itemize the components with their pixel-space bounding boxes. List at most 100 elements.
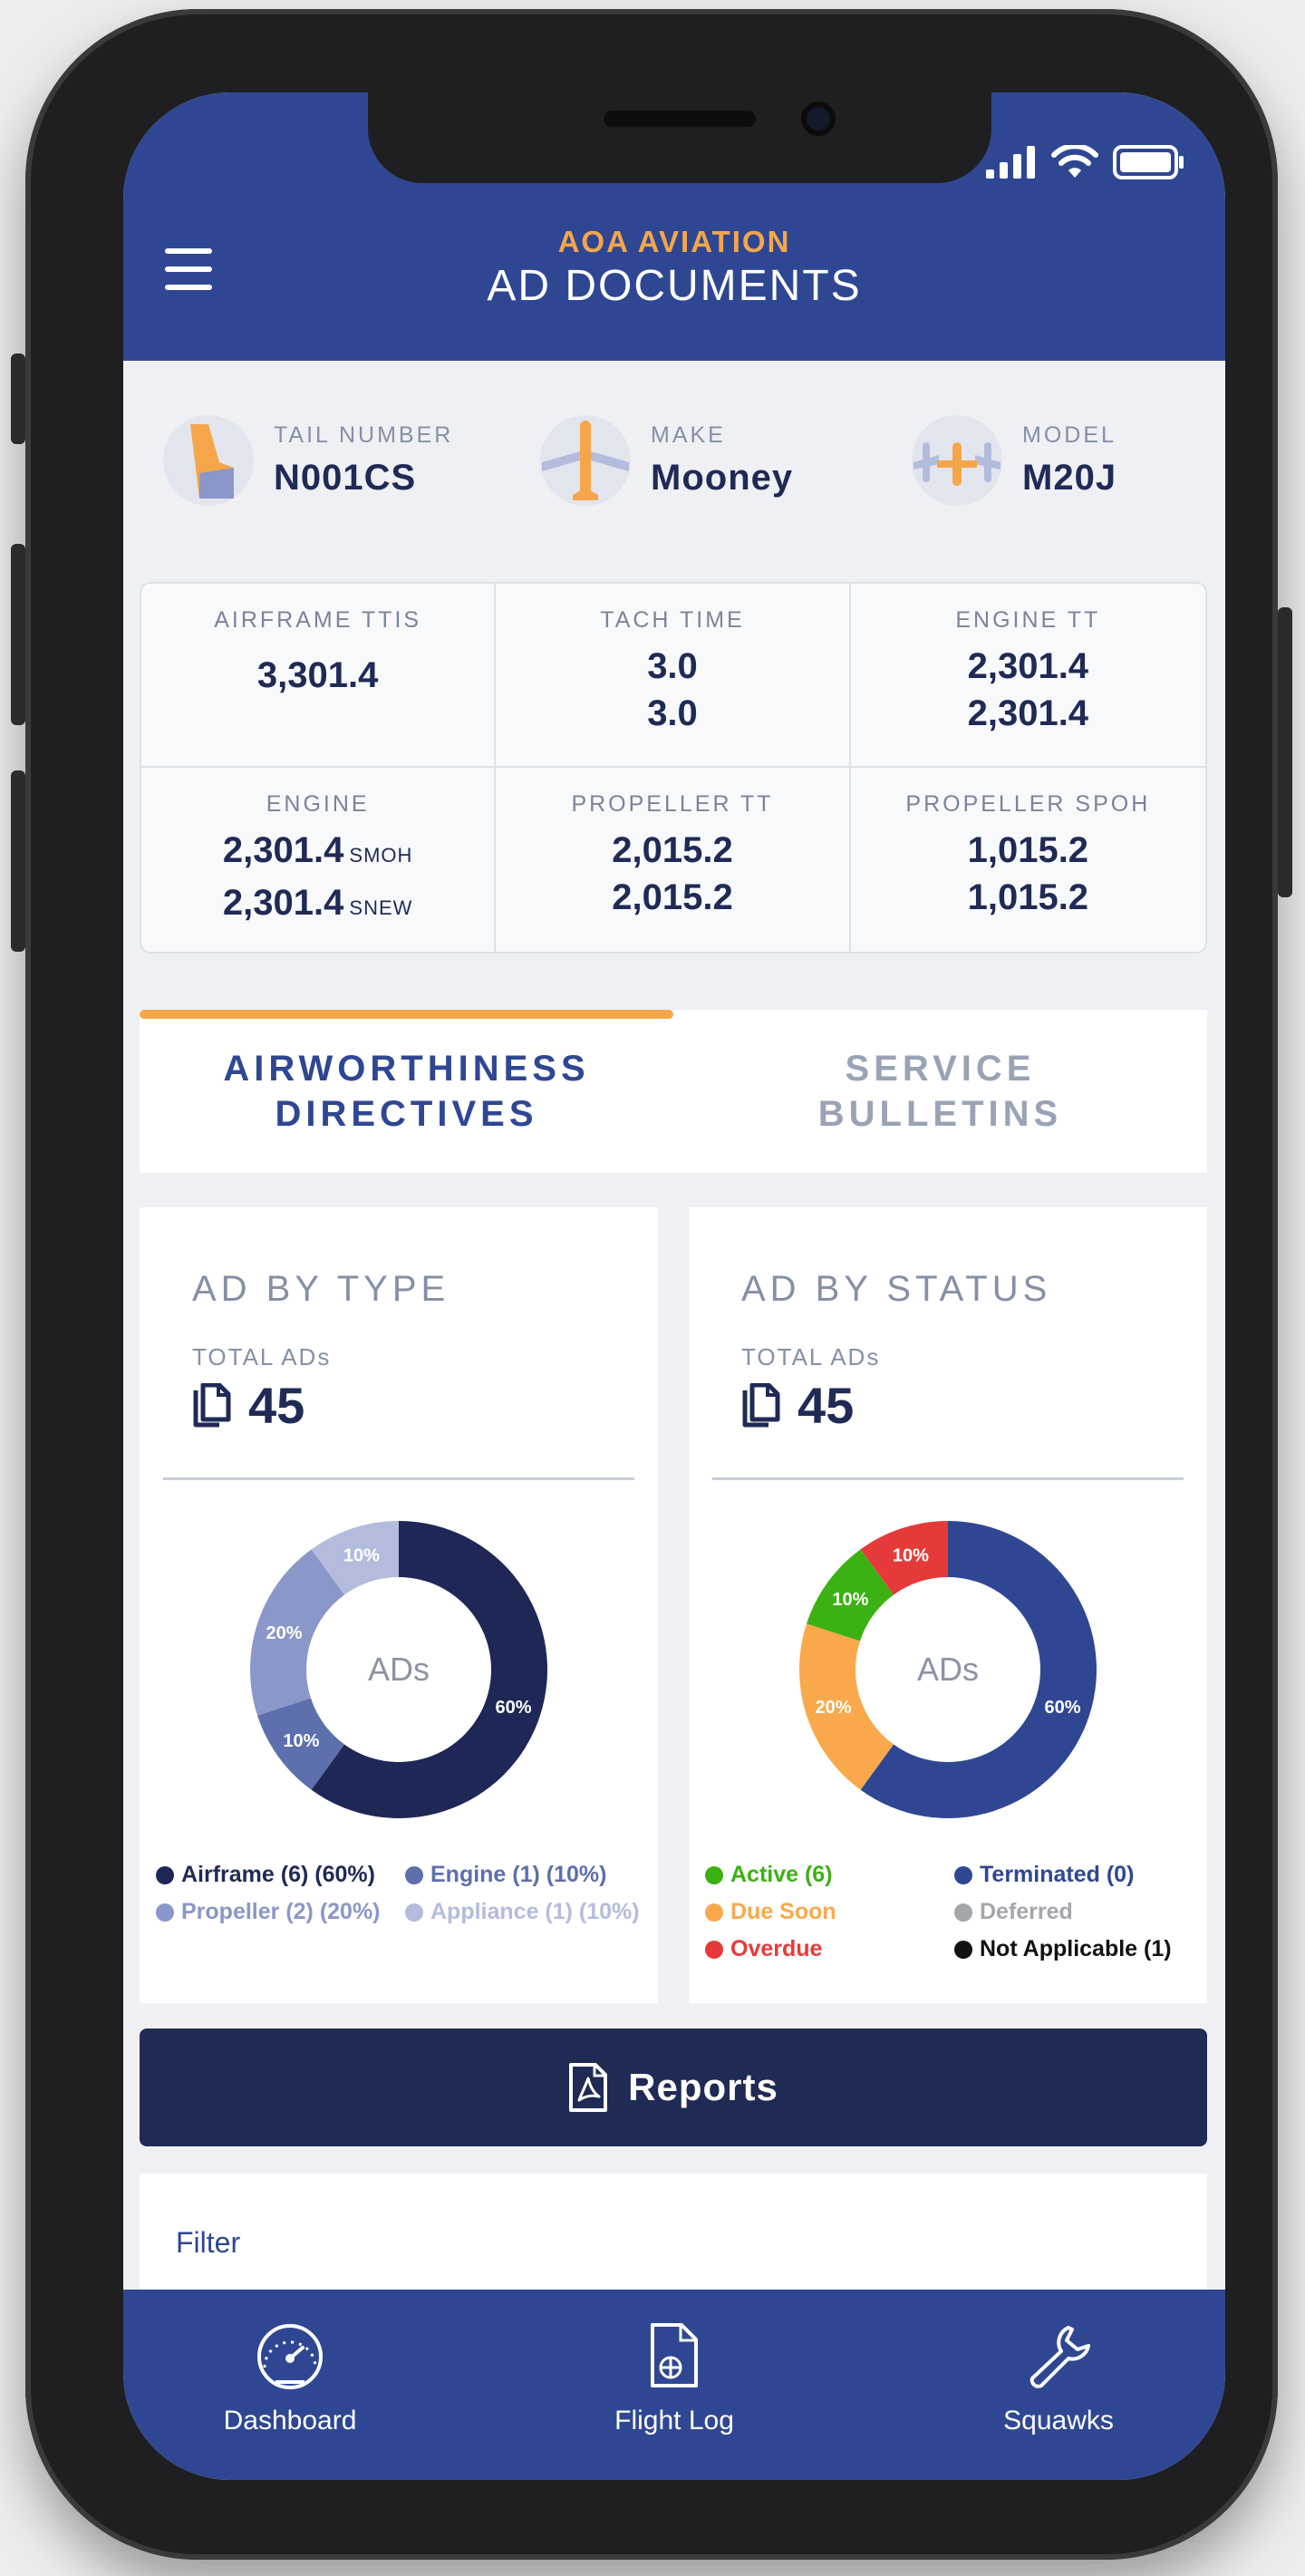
legend-swatch — [954, 1903, 972, 1922]
legend-swatch — [705, 1865, 723, 1884]
stat-value: 2,301.4 — [967, 693, 1089, 733]
signal-icon — [986, 146, 1035, 179]
legend-swatch — [954, 1940, 972, 1959]
donut-slice-terminated — [860, 1521, 1097, 1818]
model-value: M20J — [1022, 458, 1117, 498]
slice-data-label: 10% — [893, 1546, 929, 1566]
stat-value: 2,015.2 — [612, 877, 733, 917]
wifi-icon — [1051, 145, 1098, 178]
tab-airworthiness-directives[interactable]: AIRWORTHINESS DIRECTIVES — [140, 1046, 673, 1137]
snew-suffix: SNEW — [349, 896, 413, 919]
legend-swatch — [705, 1940, 723, 1959]
reports-button[interactable]: Reports — [140, 2029, 1207, 2146]
nav-label: Dashboard — [223, 2406, 357, 2436]
donut-slice-overdue — [860, 1521, 948, 1595]
divider — [712, 1477, 1184, 1480]
legend-item: Terminated (0) — [954, 1862, 1198, 1888]
tail-number-block: TAIL NUMBER N001CS — [163, 415, 453, 506]
legend-label: Not Applicable (1) — [980, 1936, 1172, 1961]
legend-item: Engine (1) (10%) — [405, 1862, 649, 1888]
nav-squawks[interactable]: Squawks — [923, 2322, 1194, 2436]
stat-value: 3.0 — [647, 693, 698, 733]
slice-data-label: 60% — [495, 1698, 531, 1718]
filter-label: Filter — [176, 2226, 241, 2259]
legend-label: Due Soon — [730, 1899, 836, 1924]
notch — [368, 92, 991, 183]
flight-log-icon — [651, 2323, 698, 2387]
stat-label: AIRFRAME TTIS — [214, 607, 422, 633]
stat-value: 2,015.2 — [612, 830, 733, 870]
aircraft-info: TAIL NUMBER N001CS MAKE Mooney — [123, 415, 1225, 533]
nav-dashboard[interactable]: Dashboard — [154, 2322, 426, 2436]
legend-item: Appliance (1) (10%) — [405, 1899, 649, 1925]
slice-data-label: 20% — [815, 1698, 851, 1718]
ad-by-type-card: AD BY TYPE TOTAL ADs 45 60% 10% 20% 10% ADs … — [140, 1207, 658, 2003]
donut-slice-due-soon — [799, 1623, 894, 1790]
pdf-file-icon — [569, 2063, 608, 2112]
status-bar — [986, 145, 1185, 179]
stat-propeller-spoh: PROPELLER SPOH 1,015.2 1,015.2 — [851, 768, 1205, 952]
stat-value: 3,301.4 — [256, 655, 379, 695]
stat-value-snew: 2,301.4 SNEW — [141, 879, 494, 932]
legend-label: Airframe (6) (60%) — [181, 1862, 375, 1887]
legend-item: Overdue — [705, 1936, 949, 1962]
stat-label: TACH TIME — [600, 607, 745, 633]
legend-swatch — [405, 1865, 423, 1884]
legend-item: Not Applicable (1) — [954, 1936, 1198, 1962]
donut-slice-active — [807, 1549, 894, 1641]
chart-legend: Airframe (6) (60%) Engine (1) (10%) Propel… — [156, 1862, 649, 1936]
documents-icon — [193, 1382, 231, 1427]
twin-plane-icon — [912, 415, 1002, 506]
reports-label: Reports — [628, 2066, 778, 2108]
stat-propeller-tt: PROPELLER TT 2,015.2 2,015.2 — [496, 768, 851, 952]
legend-label: Terminated (0) — [980, 1862, 1135, 1887]
tab-label: SERVICE — [845, 1049, 1036, 1089]
power-button — [1278, 607, 1292, 897]
airplane-icon — [540, 415, 631, 506]
stat-engine-tt: ENGINE TT 2,301.4 2,301.4 — [850, 584, 1205, 768]
donut-center-label: ADs — [368, 1651, 430, 1688]
make-label: MAKE — [651, 422, 726, 448]
tail-number-value: N001CS — [274, 458, 417, 498]
document-tabs: AIRWORTHINESS DIRECTIVES SERVICE BULLETI… — [140, 1010, 1207, 1173]
stat-label: PROPELLER TT — [571, 791, 774, 817]
legend-swatch — [156, 1903, 174, 1922]
bottom-navigation: Dashboard Flight Log Squawks — [123, 2290, 1225, 2480]
legend-item: Airframe (6) (60%) — [156, 1862, 400, 1888]
model-block: MODEL M20J — [912, 415, 1116, 506]
stat-label: ENGINE — [266, 791, 370, 817]
hamburger-menu-icon[interactable] — [165, 248, 212, 290]
stat-value: 3.0 — [647, 646, 698, 686]
legend-label: Deferred — [980, 1899, 1073, 1924]
slice-data-label: 10% — [832, 1590, 868, 1610]
nav-flight-log[interactable]: Flight Log — [538, 2322, 810, 2436]
donut-slice-engine — [257, 1698, 345, 1790]
volume-up-button — [11, 544, 25, 725]
ad-status-donut-chart: 60% 20% 10% 10% ADs — [799, 1521, 1097, 1818]
volume-down-button — [11, 770, 25, 952]
documents-icon — [742, 1382, 780, 1427]
legend-label: Engine (1) (10%) — [430, 1862, 607, 1887]
model-label: MODEL — [1022, 422, 1116, 448]
legend-item: Due Soon — [705, 1899, 949, 1925]
donut-slice-airframe — [311, 1521, 548, 1818]
page-title: AD DOCUMENTS — [487, 262, 862, 310]
tab-label: BULLETINS — [817, 1094, 1063, 1134]
ad-by-status-card: AD BY STATUS TOTAL ADs 45 60% 20% 10% 10% AD… — [689, 1207, 1207, 2003]
ad-type-donut-chart: 60% 10% 20% 10% ADs — [250, 1521, 548, 1818]
total-ads: 45 — [741, 1376, 854, 1435]
phone-frame: AOA AVIATION AD DOCUMENTS TAIL NUMBER N0… — [11, 9, 1292, 2560]
slice-data-label: 20% — [266, 1623, 302, 1643]
make-value: Mooney — [651, 458, 794, 498]
stat-tach-time: TACH TIME 3.0 3.0 — [496, 584, 851, 768]
legend-swatch — [405, 1903, 423, 1922]
tab-service-bulletins[interactable]: SERVICE BULLETINS — [673, 1046, 1207, 1137]
stat-label: ENGINE TT — [955, 607, 1101, 633]
stat-value: 1,015.2 — [967, 877, 1089, 917]
chart-title: AD BY TYPE — [192, 1269, 450, 1309]
total-ads-label: TOTAL ADs — [741, 1343, 881, 1370]
stat-engine: ENGINE 2,301.4 SMOH 2,301.4 SNEW — [141, 768, 497, 952]
stat-label: PROPELLER SPOH — [905, 791, 1151, 817]
nav-label: Squawks — [1003, 2406, 1114, 2436]
dashboard-gauge-icon — [257, 2324, 323, 2389]
